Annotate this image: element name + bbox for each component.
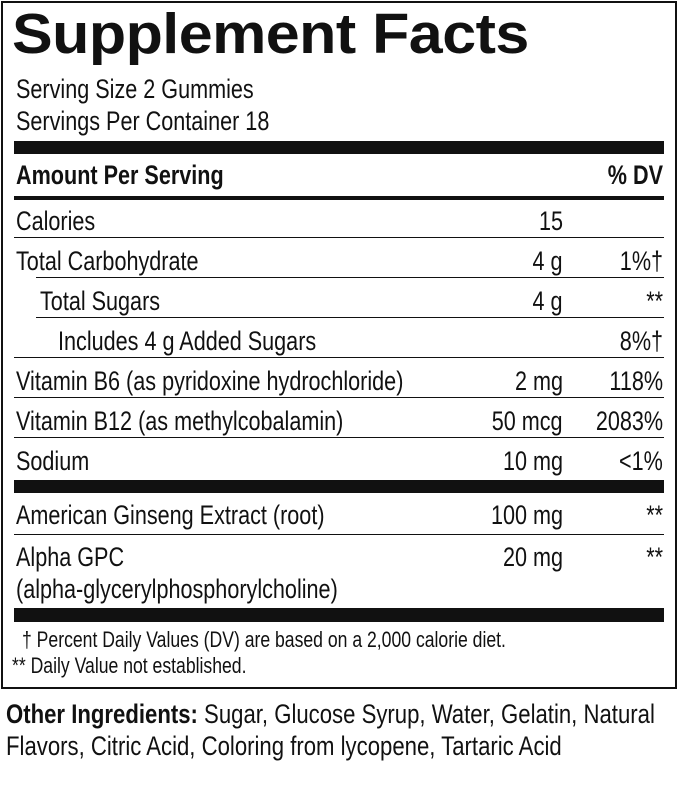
row-label: Sodium: [16, 446, 90, 476]
row-label: Total Carbohydrate: [16, 246, 199, 276]
servings-per-container: Servings Per Container 18: [16, 106, 270, 136]
row-label: Vitamin B6 (as pyridoxine hydrochloride): [16, 366, 404, 396]
blend-label: American Ginseng Extract (root): [16, 500, 325, 530]
amount-per-serving-header: Amount Per Serving: [16, 160, 224, 190]
row-dv: <1%: [619, 446, 663, 476]
thick-divider: [14, 608, 664, 622]
row-divider: [14, 237, 664, 238]
footnote-not-established: ** Daily Value not established.: [12, 653, 247, 678]
row-divider: [14, 534, 664, 535]
row-amount: 4 g: [532, 286, 563, 316]
row-amount: 50 mcg: [492, 406, 563, 436]
blend-label-detail: (alpha-glycerylphosphorylcholine): [16, 574, 338, 604]
row-dv: 1%†: [619, 246, 663, 276]
row-label: Calories: [16, 206, 96, 236]
dv-header: % DV: [607, 160, 663, 190]
row-dv: 118%: [609, 366, 663, 396]
row-divider: [14, 357, 664, 358]
blend-dv: **: [646, 500, 663, 530]
row-divider: [14, 437, 664, 438]
row-amount: 2 mg: [514, 366, 563, 396]
row-label: Total Sugars: [40, 286, 161, 316]
blend-dv: **: [646, 542, 663, 572]
row-amount: 4 g: [532, 246, 563, 276]
panel-title: Supplement Facts: [12, 2, 529, 66]
blend-amount: 20 mg: [502, 542, 563, 572]
other-ingredients: Other Ingredients: Sugar, Glucose Syrup,…: [6, 698, 662, 762]
thick-divider: [14, 480, 664, 493]
row-label: Vitamin B12 (as methylcobalamin): [16, 406, 344, 436]
other-ingredients-label: Other Ingredients:: [6, 699, 198, 729]
row-divider: [36, 277, 664, 278]
supplement-facts-panel: [1, 1, 677, 689]
blend-amount: 100 mg: [490, 500, 563, 530]
row-dv: **: [646, 286, 663, 316]
medium-divider: [14, 196, 664, 200]
serving-size: Serving Size 2 Gummies: [16, 74, 254, 104]
row-amount: 10 mg: [502, 446, 563, 476]
row-dv: 2083%: [595, 406, 663, 436]
other-ingredients-text: Sugar, Glucose Syrup, Water, Gelatin, Na…: [6, 699, 655, 761]
footnote-dv: † Percent Daily Values (DV) are based on…: [22, 627, 506, 652]
row-divider: [14, 397, 664, 398]
row-dv: 8%†: [619, 326, 663, 356]
thick-divider: [14, 141, 664, 154]
blend-label: Alpha GPC: [16, 542, 125, 572]
row-divider: [36, 317, 664, 318]
row-label: Includes 4 g Added Sugars: [58, 326, 317, 356]
row-amount: 15: [538, 206, 563, 236]
